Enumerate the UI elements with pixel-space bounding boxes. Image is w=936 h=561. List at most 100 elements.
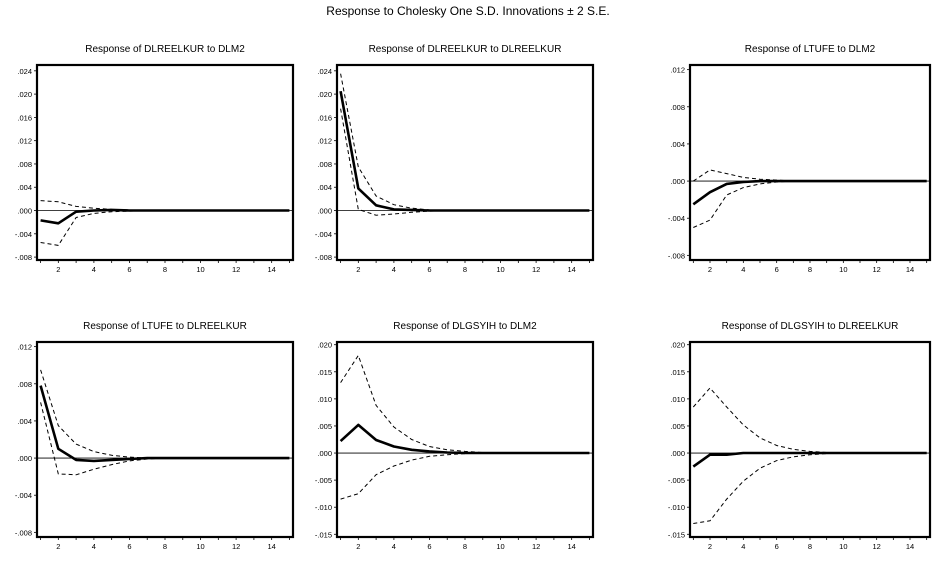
- x-tick-label: 8: [163, 542, 167, 551]
- y-tick-label: -.015: [668, 530, 685, 539]
- x-tick-label: 6: [127, 265, 131, 274]
- x-tick-label: 6: [127, 542, 131, 551]
- x-tick-label: 4: [392, 265, 396, 274]
- y-tick-label: .004: [317, 183, 332, 192]
- plot-frame: [35, 340, 295, 539]
- y-tick-label: .008: [17, 160, 32, 169]
- series-upper-line: [340, 73, 590, 211]
- chart-panel-6: Response of DLGSYIH to DLREELKUR .020 .015…: [668, 321, 932, 551]
- x-tick-label: 12: [532, 542, 540, 551]
- y-tick-label: .015: [317, 368, 332, 377]
- x-tick-label: 10: [496, 265, 504, 274]
- y-tick-label: .008: [317, 160, 332, 169]
- y-tick-label: -.004: [15, 491, 32, 500]
- x-tick-label: 6: [427, 265, 431, 274]
- x-tick-label: 6: [775, 542, 779, 551]
- x-tick-label: 4: [741, 542, 745, 551]
- x-tick-label: 4: [92, 265, 96, 274]
- plot-frame: [335, 340, 595, 539]
- series-upper-line: [692, 387, 927, 454]
- x-tick-label: 8: [463, 265, 467, 274]
- plot-frame: [35, 63, 295, 262]
- x-tick-label: 8: [163, 265, 167, 274]
- y-tick-label: -.008: [15, 528, 32, 537]
- series-upper-line: [340, 354, 590, 454]
- x-tick-label: 14: [267, 542, 275, 551]
- series-upper-line: [40, 369, 290, 459]
- series-response-line: [40, 208, 290, 225]
- y-tick-label: .020: [17, 90, 32, 99]
- x-tick-label: 2: [356, 542, 360, 551]
- y-tick-label: .008: [670, 103, 685, 112]
- x-tick-label: 14: [906, 265, 914, 274]
- y-tick-label: .004: [17, 183, 32, 192]
- chart-panel-1: Response of DLREELKUR to DLM2 .024 .020 .01…: [15, 44, 295, 274]
- x-tick-label: 2: [708, 265, 712, 274]
- y-tick-label: -.008: [668, 251, 685, 260]
- y-tick-label: .000: [17, 454, 32, 463]
- y-tick-label: .008: [17, 380, 32, 389]
- x-tick-label: 14: [567, 265, 575, 274]
- y-tick-label: .010: [670, 395, 685, 404]
- plot-frame: [688, 63, 932, 262]
- x-tick-label: 14: [567, 542, 575, 551]
- x-tick-label: 10: [196, 265, 204, 274]
- y-tick-label: .004: [670, 140, 685, 149]
- chart-title: Response of DLREELKUR to DLREELKUR: [369, 44, 562, 55]
- x-tick-label: 10: [839, 542, 847, 551]
- y-tick-label: .020: [670, 341, 685, 350]
- series-lower-line: [340, 452, 590, 500]
- x-tick-label: 4: [392, 542, 396, 551]
- y-tick-label: .005: [317, 422, 332, 431]
- chart-title: Response of DLREELKUR to DLM2: [85, 44, 245, 55]
- y-tick-label: -.010: [315, 503, 332, 512]
- y-tick-label: .000: [670, 449, 685, 458]
- y-tick-label: .000: [670, 177, 685, 186]
- y-tick-label: -.010: [668, 503, 685, 512]
- series-response-line: [39, 385, 290, 463]
- chart-title: Response of LTUFE to DLM2: [745, 44, 876, 55]
- x-tick-label: 12: [532, 265, 540, 274]
- x-tick-label: 2: [56, 265, 60, 274]
- x-tick-label: 8: [808, 542, 812, 551]
- y-tick-label: -.015: [315, 530, 332, 539]
- x-tick-label: 12: [232, 265, 240, 274]
- series-upper-line: [693, 169, 927, 182]
- x-tick-label: 10: [196, 542, 204, 551]
- series-response-line: [692, 179, 927, 206]
- series-upper-line: [40, 200, 290, 211]
- chart-panel-2: Response of DLREELKUR to DLREELKUR .024 .0…: [315, 44, 595, 274]
- y-tick-label: .012: [317, 137, 332, 146]
- y-tick-label: -.005: [668, 476, 685, 485]
- series-lower-line: [40, 210, 290, 246]
- series-lower-line: [340, 108, 590, 216]
- x-tick-label: 8: [808, 265, 812, 274]
- y-tick-label: .012: [17, 137, 32, 146]
- x-tick-label: 8: [463, 542, 467, 551]
- x-tick-label: 2: [708, 542, 712, 551]
- chart-panel-5: Response of DLGSYIH to DLM2 .020 .015 .010.…: [315, 321, 595, 551]
- chart-title: Response of DLGSYIH to DLM2: [393, 321, 537, 332]
- series-lower-line: [693, 452, 927, 524]
- x-tick-label: 6: [775, 265, 779, 274]
- y-tick-label: .020: [317, 341, 332, 350]
- x-tick-label: 4: [741, 265, 745, 274]
- x-tick-label: 4: [92, 542, 96, 551]
- chart-panel-4: Response of LTUFE to DLREELKUR .012 .008 .0…: [15, 321, 295, 551]
- x-tick-label: 14: [906, 542, 914, 551]
- chart-title: Response of DLGSYIH to DLREELKUR: [722, 321, 899, 332]
- y-tick-label: -.005: [315, 476, 332, 485]
- y-tick-label: .010: [317, 395, 332, 404]
- y-tick-label: .015: [670, 368, 685, 377]
- x-tick-label: 12: [872, 542, 880, 551]
- y-tick-label: .024: [17, 67, 32, 76]
- y-tick-label: .000: [317, 449, 332, 458]
- y-tick-label: .000: [17, 207, 32, 216]
- y-tick-label: -.004: [668, 214, 685, 223]
- series-lower-line: [693, 180, 927, 228]
- x-tick-label: 6: [427, 542, 431, 551]
- y-tick-label: .024: [317, 67, 332, 76]
- x-tick-label: 10: [839, 265, 847, 274]
- y-tick-label: .000: [317, 207, 332, 216]
- x-tick-label: 2: [56, 542, 60, 551]
